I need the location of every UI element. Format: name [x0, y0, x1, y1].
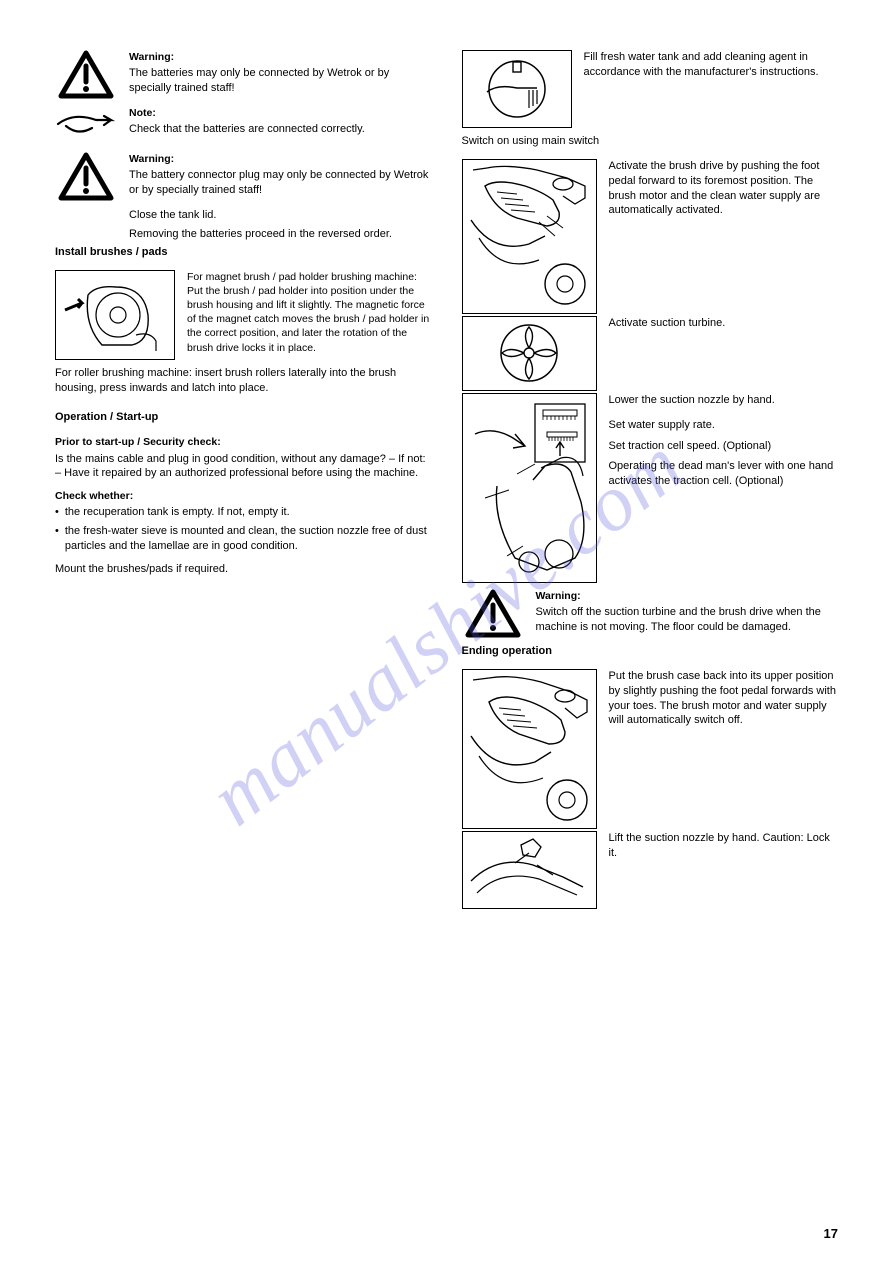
fill-tank-text: Fill fresh water tank and add cleaning a…: [584, 50, 839, 80]
pointing-hand-icon: [55, 106, 117, 146]
warning-icon: [55, 50, 117, 100]
fill-tank-illustration: [462, 50, 572, 128]
page-number: 17: [824, 1226, 838, 1241]
turbine-illustration: [462, 316, 597, 391]
lower-nozzle-illustration: [462, 393, 597, 583]
brush-install-text: For magnet brush / pad holder brushing m…: [187, 270, 432, 355]
warning-text: Warning: Switch off the suction turbine …: [536, 589, 839, 635]
lower-nozzle-text: Lower the suction nozzle by hand. Set wa…: [609, 393, 839, 489]
foot-pedal-up-text: Put the brush case back into its upper p…: [609, 669, 839, 728]
left-column: Warning: The batteries may only be conne…: [55, 50, 432, 915]
turbine-text: Activate suction turbine.: [609, 316, 839, 331]
lift-nozzle-illustration: [462, 831, 597, 909]
startup-checklist: Prior to start-up / Security check: Is t…: [55, 435, 432, 576]
foot-pedal-text: Activate the brush drive by pushing the …: [609, 159, 839, 218]
roller-brush-text: For roller brushing machine: insert brus…: [55, 366, 432, 396]
lift-nozzle-text: Lift the suction nozzle by hand. Caution…: [609, 831, 839, 861]
install-brushes-heading: Install brushes / pads: [55, 246, 432, 258]
foot-pedal-up-illustration: [462, 669, 597, 829]
warning-text: Warning: The battery connector plug may …: [129, 152, 432, 198]
close-tank-text: Close the tank lid. Removing the batteri…: [129, 208, 432, 242]
right-column: Fill fresh water tank and add cleaning a…: [462, 50, 839, 915]
switch-on-text: Switch on using main switch: [462, 134, 839, 149]
operation-startup-heading: Operation / Start-up: [55, 411, 432, 423]
warning-text: Warning: The batteries may only be conne…: [129, 50, 432, 96]
warning-icon: [55, 152, 117, 202]
warning-icon: [462, 589, 524, 639]
ending-operation-heading: Ending operation: [462, 645, 839, 657]
brush-install-illustration: [55, 270, 175, 360]
note-text: Note: Check that the batteries are conne…: [129, 106, 432, 137]
foot-pedal-illustration: [462, 159, 597, 314]
